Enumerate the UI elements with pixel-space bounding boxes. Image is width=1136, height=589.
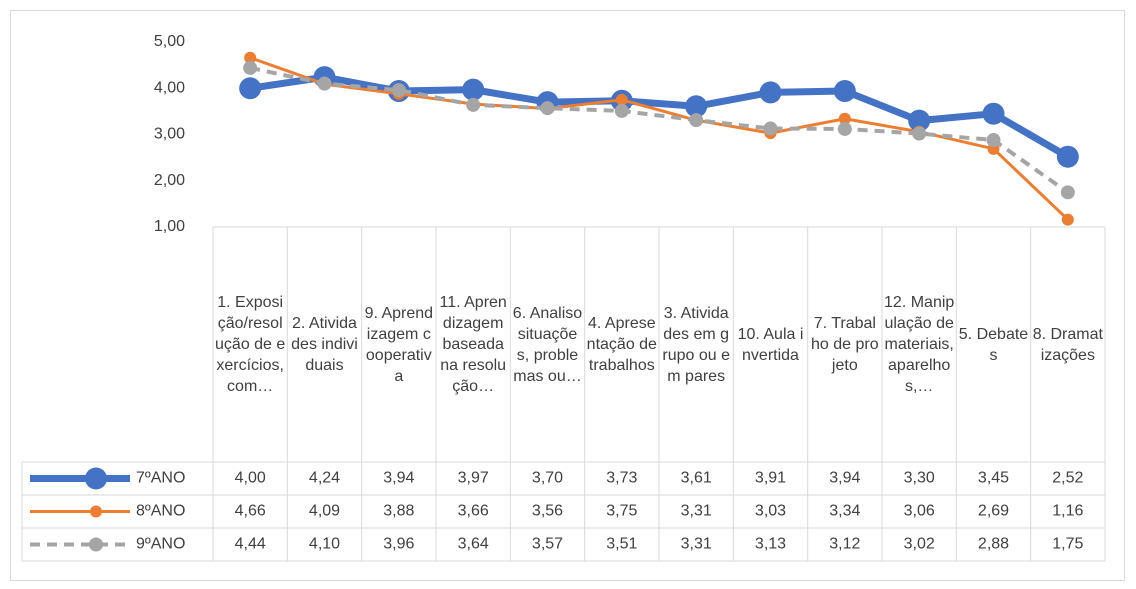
x-tick-label: 11. Aprendizagem baseada na resolução… <box>439 294 507 395</box>
table-value: 3,73 <box>606 470 637 487</box>
series-line <box>249 65 1069 194</box>
marker <box>243 60 258 75</box>
marker <box>689 113 704 128</box>
marker <box>239 77 262 100</box>
marker <box>908 109 931 132</box>
x-tick-label: 1. Exposição/resolução de exercícios, co… <box>215 294 286 395</box>
table-value: 3,88 <box>383 503 414 520</box>
table-value: 3,34 <box>829 503 860 520</box>
table-value: 3,31 <box>681 536 712 553</box>
table-value: 3,13 <box>755 536 786 553</box>
x-tick-label: 2. Atividades individuais <box>291 315 358 374</box>
x-tick-label: 12. Manipulação de materiais, aparelhos,… <box>884 294 955 395</box>
table-value: 3,70 <box>532 470 563 487</box>
marker <box>685 95 708 118</box>
x-tick-label: 9. Aprendizagem cooperativa <box>364 304 434 385</box>
x-tick-label: 5. Debates <box>958 325 1029 364</box>
legend-label: 9ºANO <box>136 536 185 553</box>
chart-border <box>10 10 1125 581</box>
table-value: 3,03 <box>755 503 786 520</box>
table-value: 3,91 <box>755 470 786 487</box>
x-tick-label: 6. Analiso situações, problemas ou… <box>512 304 583 385</box>
table-value: 3,31 <box>681 503 712 520</box>
x-tick-label: 10. Aula invertida <box>737 325 804 364</box>
table-value: 2,69 <box>978 503 1009 520</box>
marker <box>1056 145 1079 168</box>
marker <box>614 103 629 118</box>
marker <box>838 112 851 125</box>
table-value: 2,88 <box>978 536 1009 553</box>
table-value: 3,45 <box>978 470 1009 487</box>
table-value: 4,66 <box>235 503 266 520</box>
table-value: 3,12 <box>829 536 860 553</box>
legend-marker <box>90 505 102 518</box>
legend-label: 8ºANO <box>136 503 185 520</box>
table-value: 3,97 <box>458 470 489 487</box>
marker <box>763 121 778 136</box>
y-tick-label: 5,00 <box>154 33 185 50</box>
y-tick-label: 4,00 <box>154 79 185 96</box>
y-tick-label: 2,00 <box>154 172 185 189</box>
marker <box>244 51 257 64</box>
marker <box>317 76 332 91</box>
series-line <box>249 56 1069 221</box>
marker <box>540 101 555 116</box>
marker <box>982 102 1005 125</box>
marker <box>615 93 628 106</box>
table-value: 4,00 <box>235 470 266 487</box>
table-value: 3,30 <box>904 470 935 487</box>
x-tick-label: 3. Atividades em grupo ou em pares <box>662 304 730 385</box>
x-tick-label: 4. Apresentação de trabalhos <box>586 315 657 374</box>
x-tick-label: 8. Dramatizações <box>1032 325 1103 364</box>
table-value: 3,96 <box>383 536 414 553</box>
legend-label: 7ºANO <box>136 470 185 487</box>
table-value: 1,75 <box>1052 536 1083 553</box>
table-value: 3,94 <box>383 470 414 487</box>
table-value: 4,10 <box>309 536 340 553</box>
marker <box>837 121 852 136</box>
table-value: 4,09 <box>309 503 340 520</box>
table-value: 4,44 <box>235 536 266 553</box>
marker <box>833 80 856 103</box>
table-value: 3,56 <box>532 503 563 520</box>
marker <box>462 78 485 101</box>
legend-marker <box>89 537 103 552</box>
table-value: 3,75 <box>606 503 637 520</box>
marker <box>912 126 927 141</box>
marker <box>759 81 782 104</box>
table-value: 2,52 <box>1052 470 1083 487</box>
marker <box>1060 185 1075 200</box>
table-value: 3,06 <box>904 503 935 520</box>
marker <box>1061 213 1074 226</box>
y-tick-label: 3,00 <box>154 126 185 143</box>
table-value: 3,94 <box>829 470 860 487</box>
table-value: 3,51 <box>606 536 637 553</box>
table-value: 3,64 <box>458 536 489 553</box>
marker <box>391 83 406 98</box>
legend-marker <box>85 467 107 490</box>
marker <box>466 97 481 112</box>
table-value: 3,02 <box>904 536 935 553</box>
y-tick-label: 1,00 <box>154 218 185 235</box>
table-value: 3,57 <box>532 536 563 553</box>
table-value: 4,24 <box>309 470 340 487</box>
table-value: 3,66 <box>458 503 489 520</box>
marker <box>986 133 1001 148</box>
x-tick-label: 7. Trabalho de projeto <box>811 315 879 374</box>
table-value: 1,16 <box>1052 503 1083 520</box>
table-value: 3,61 <box>681 470 712 487</box>
